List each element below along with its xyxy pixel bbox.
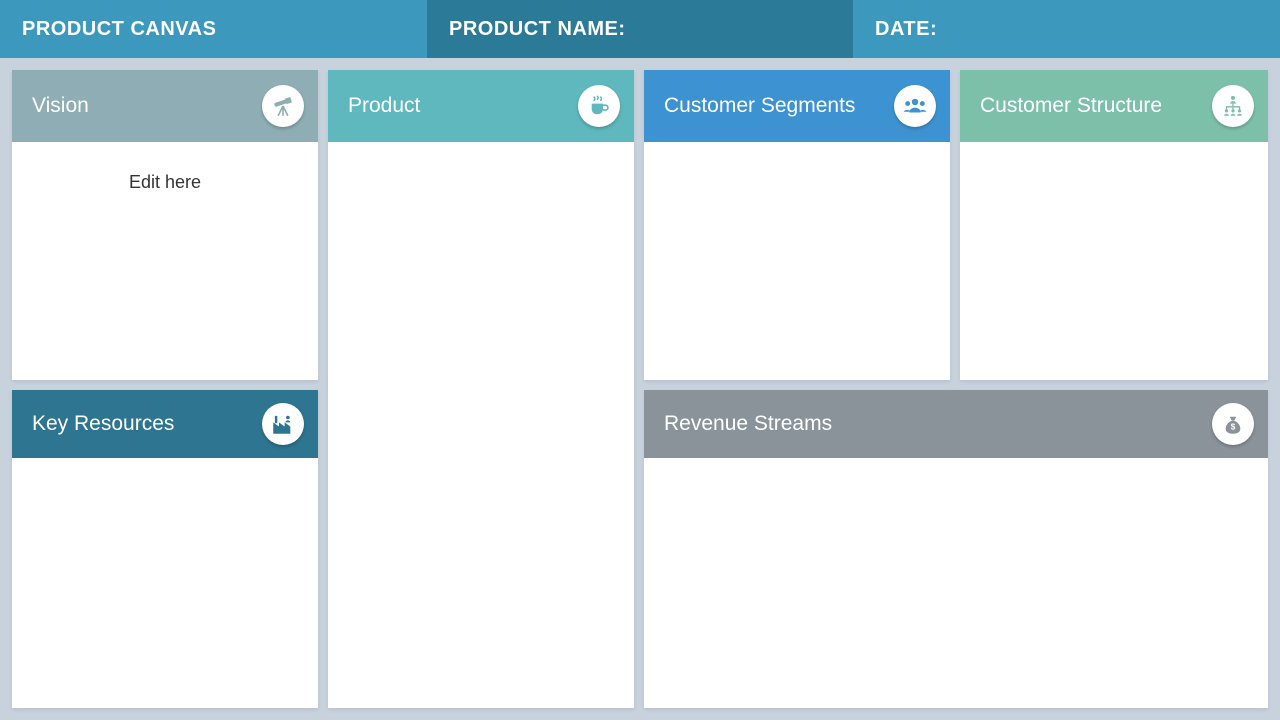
topbar: PRODUCT CANVAS PRODUCT NAME: DATE:	[0, 0, 1280, 58]
panel-product-title: Product	[348, 93, 420, 118]
factory-icon	[262, 403, 304, 445]
panel-revenue-body[interactable]	[644, 458, 1268, 518]
panel-revenue-header: Revenue Streams $	[644, 390, 1268, 458]
panel-resources-title: Key Resources	[32, 411, 174, 436]
canvas-grid: Vision Edit here Product Customer Segmen…	[12, 70, 1268, 708]
panel-structure[interactable]: Customer Structure	[960, 70, 1268, 380]
panel-segments-body[interactable]	[644, 142, 950, 202]
moneybag-icon: $	[1212, 403, 1254, 445]
svg-text:$: $	[1231, 423, 1236, 432]
org-icon	[1212, 85, 1254, 127]
panel-vision[interactable]: Vision Edit here	[12, 70, 318, 380]
panel-product-header: Product	[328, 70, 634, 142]
users-icon	[894, 85, 936, 127]
panel-resources-header: Key Resources	[12, 390, 318, 458]
topbar-title: PRODUCT CANVAS	[0, 0, 427, 58]
panel-vision-title: Vision	[32, 93, 89, 118]
panel-resources-body[interactable]	[12, 458, 318, 518]
telescope-icon	[262, 85, 304, 127]
panel-segments-title: Customer Segments	[664, 93, 855, 118]
canvas-area: Vision Edit here Product Customer Segmen…	[0, 58, 1280, 720]
panel-structure-body[interactable]	[960, 142, 1268, 202]
panel-segments[interactable]: Customer Segments	[644, 70, 950, 380]
cup-icon	[578, 85, 620, 127]
topbar-product-name-label[interactable]: PRODUCT NAME:	[427, 0, 853, 58]
panel-product[interactable]: Product	[328, 70, 634, 708]
panel-product-body[interactable]	[328, 142, 634, 202]
panel-vision-body[interactable]: Edit here	[12, 142, 318, 223]
panel-vision-header: Vision	[12, 70, 318, 142]
panel-revenue-title: Revenue Streams	[664, 411, 832, 436]
panel-segments-header: Customer Segments	[644, 70, 950, 142]
panel-structure-header: Customer Structure	[960, 70, 1268, 142]
page-background: PRODUCT CANVAS PRODUCT NAME: DATE: Visio…	[0, 0, 1280, 720]
topbar-date-label[interactable]: DATE:	[853, 0, 1280, 58]
panel-resources[interactable]: Key Resources	[12, 390, 318, 708]
panel-revenue[interactable]: Revenue Streams $	[644, 390, 1268, 708]
panel-structure-title: Customer Structure	[980, 93, 1162, 118]
